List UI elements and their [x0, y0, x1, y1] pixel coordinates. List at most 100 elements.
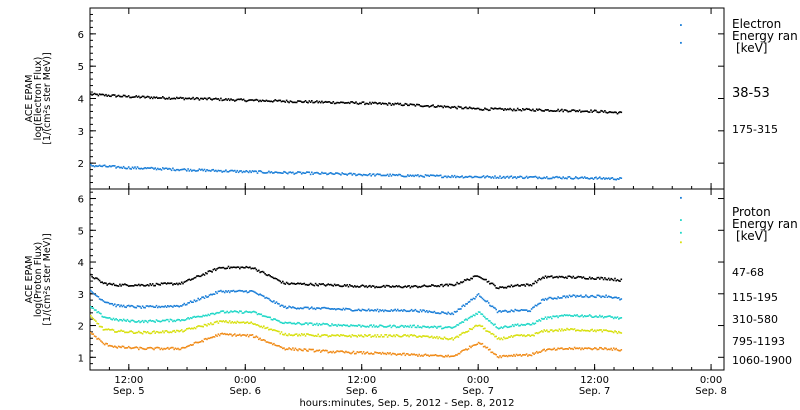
data-point: [127, 95, 130, 97]
data-point: [122, 345, 125, 348]
data-point: [390, 309, 393, 311]
data-point: [578, 276, 581, 278]
data-point: [437, 285, 439, 287]
data-point: [285, 322, 288, 324]
data-point: [237, 171, 240, 174]
data-point: [337, 172, 340, 175]
data-point: [468, 175, 471, 178]
data-point: [441, 327, 443, 330]
data-point: [361, 284, 364, 286]
data-point: [276, 330, 279, 333]
data-point: [121, 345, 124, 348]
data-point: [466, 303, 468, 305]
data-point: [138, 348, 140, 351]
data-point: [312, 101, 314, 104]
data-point: [242, 312, 245, 314]
data-point: [390, 286, 393, 288]
data-point: [299, 307, 302, 309]
data-point: [547, 348, 549, 350]
data-point: [303, 282, 306, 285]
data-point: [590, 295, 592, 297]
data-point: [544, 109, 547, 111]
data-point: [333, 308, 336, 310]
data-point: [145, 284, 148, 287]
data-point: [570, 348, 572, 350]
data-point: [474, 298, 476, 300]
data-point: [91, 291, 93, 293]
data-point: [595, 109, 597, 112]
data-point: [448, 338, 451, 340]
data-point: [566, 277, 568, 279]
data-point: [174, 305, 177, 307]
data-point: [583, 295, 586, 298]
data-point: [444, 354, 447, 357]
data-point: [591, 294, 593, 297]
data-point: [415, 103, 418, 106]
data-point: [458, 334, 461, 336]
data-point: [410, 285, 413, 288]
data-point: [335, 308, 337, 311]
data-point: [228, 267, 231, 270]
data-point: [179, 96, 182, 99]
data-point: [210, 322, 212, 324]
data-point: [586, 177, 588, 179]
data-point: [182, 319, 184, 321]
data-point: [309, 282, 312, 285]
data-point: [495, 107, 497, 110]
data-point: [393, 174, 395, 176]
data-point: [193, 277, 196, 279]
data-point: [182, 304, 184, 306]
data-point: [313, 335, 316, 337]
data-point: [381, 309, 384, 311]
data-point: [268, 328, 270, 331]
data-point: [586, 110, 588, 112]
outlier-point: [680, 24, 682, 26]
data-point: [110, 345, 112, 347]
data-point: [232, 170, 235, 172]
data-point: [127, 285, 130, 287]
data-point: [485, 278, 487, 281]
data-point: [407, 353, 409, 355]
data-point: [528, 108, 530, 110]
data-point: [398, 173, 400, 176]
data-point: [164, 98, 167, 100]
data-point: [575, 176, 577, 178]
data-point: [594, 278, 596, 280]
data-point: [515, 309, 518, 312]
data-point: [408, 326, 410, 328]
data-point: [251, 311, 254, 313]
y-tick-label: 2: [78, 322, 84, 333]
data-point: [417, 355, 419, 357]
data-point: [366, 174, 369, 177]
data-point: [439, 337, 442, 340]
data-point: [258, 170, 260, 172]
data-point: [523, 324, 525, 326]
data-point: [345, 350, 347, 353]
data-point: [450, 326, 452, 329]
data-point: [304, 283, 307, 286]
data-point: [167, 346, 169, 349]
data-point: [599, 278, 601, 280]
series-175-315: [90, 163, 623, 181]
data-point: [322, 172, 324, 175]
data-point: [533, 306, 535, 308]
data-point: [583, 176, 586, 178]
data-point: [323, 306, 326, 309]
data-point: [167, 318, 169, 321]
data-point: [391, 325, 394, 327]
panel-frame: [89, 188, 725, 371]
data-point: [482, 345, 485, 348]
data-point: [376, 334, 379, 336]
data-point: [610, 277, 612, 280]
data-point: [343, 102, 346, 104]
data-point: [532, 352, 534, 354]
data-point: [149, 332, 151, 335]
data-point: [225, 311, 227, 314]
data-point: [333, 351, 336, 354]
data-point: [415, 353, 418, 356]
data-point: [206, 296, 208, 298]
data-point: [434, 106, 437, 108]
data-point: [322, 334, 324, 336]
data-point: [374, 326, 376, 328]
data-point: [581, 347, 583, 349]
